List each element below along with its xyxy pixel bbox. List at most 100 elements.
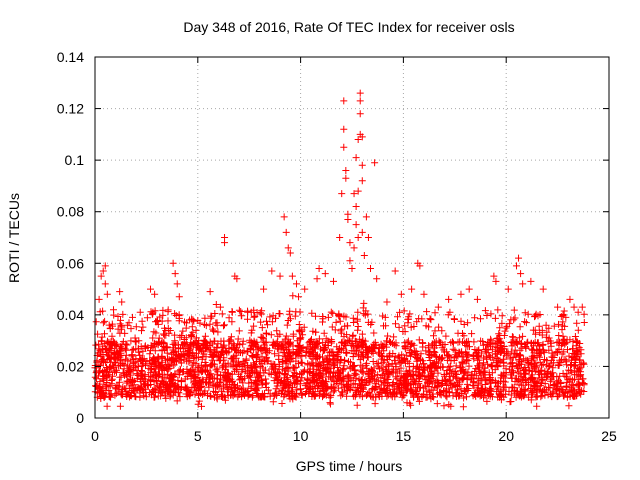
y-tick-label: 0 — [76, 410, 84, 426]
roti-data-point — [340, 125, 348, 133]
roti-data-point — [371, 159, 379, 167]
roti-data-point — [268, 267, 276, 275]
roti-data-point — [97, 272, 105, 280]
roti-data-point — [101, 262, 109, 270]
roti-data-point — [350, 190, 358, 198]
roti-data-point — [118, 298, 126, 306]
y-tick-label: 0.08 — [57, 204, 84, 220]
roti-data-point — [445, 295, 453, 303]
roti-data-point — [348, 264, 356, 272]
roti-data-point — [151, 290, 159, 298]
roti-data-point — [336, 234, 344, 241]
x-tick-label: 0 — [91, 428, 99, 444]
roti-data-point — [206, 288, 214, 296]
roti-data-point — [221, 239, 229, 247]
roti-data-point — [358, 228, 366, 236]
chart-title: Day 348 of 2016, Rate Of TEC Index for r… — [183, 19, 514, 35]
x-axis-label: GPS time / hours — [296, 458, 403, 474]
roti-data-point — [247, 308, 255, 316]
roti-data-point — [147, 285, 155, 293]
y-tick-label: 0.04 — [57, 307, 84, 323]
roti-data-point — [340, 97, 348, 105]
roti-data-point — [276, 272, 284, 280]
roti-data-point — [260, 285, 268, 293]
roti-data-point — [101, 280, 109, 288]
roti-data-point — [350, 244, 358, 252]
roti-data-point — [186, 316, 194, 324]
roti-data-point — [212, 301, 220, 309]
roti-data-point — [354, 234, 362, 241]
roti-data-point — [95, 295, 103, 303]
plot-frame — [94, 56, 610, 419]
roti-data-point — [116, 288, 124, 296]
roti-data-point — [346, 239, 354, 247]
roti-data-point — [356, 89, 364, 97]
roti-band-points — [91, 292, 588, 411]
y-tick-label: 0.14 — [57, 49, 84, 65]
roti-data-point — [342, 166, 350, 174]
roti-data-point — [292, 280, 300, 288]
roti-data-point — [321, 270, 329, 278]
roti-data-point — [352, 203, 360, 211]
roti-data-point — [110, 306, 118, 314]
roti-data-point — [354, 136, 362, 144]
y-tick-label: 0.02 — [57, 358, 84, 374]
roti-data-point — [282, 228, 290, 236]
roti-data-point — [315, 264, 323, 272]
x-tick-label: 10 — [293, 428, 309, 444]
roti-data-point — [216, 303, 224, 311]
roti-data-point — [295, 293, 303, 301]
roti-data-point — [340, 143, 348, 151]
roti-data-point — [457, 290, 465, 298]
roti-data-point — [570, 303, 578, 311]
roti-data-point — [512, 262, 520, 270]
roti-data-point — [356, 97, 364, 105]
roti-data-point — [344, 215, 352, 223]
roti-data-point — [465, 285, 473, 293]
roti-data-point — [352, 154, 360, 162]
roti-data-point — [352, 221, 360, 229]
roti-data-point — [284, 244, 292, 252]
roti-data-point — [313, 275, 321, 283]
roti-data-point — [408, 285, 416, 293]
roti-data-point — [383, 298, 391, 306]
roti-data-point — [356, 110, 364, 118]
roti-data-point — [367, 264, 375, 272]
roti-data-point — [539, 285, 547, 293]
roti-data-point — [358, 161, 366, 169]
y-axis-label: ROTI / TECUs — [6, 193, 22, 283]
roti-data-point — [338, 190, 346, 198]
grid-lines — [95, 57, 609, 418]
roti-data-point — [99, 267, 107, 275]
roti-data-point — [136, 308, 144, 316]
x-tick-label: 5 — [194, 428, 202, 444]
roti-data-point — [420, 290, 428, 298]
data-points — [91, 89, 588, 411]
roti-data-point — [288, 272, 296, 280]
roti-data-point — [517, 270, 525, 278]
roti-data-point — [362, 213, 370, 221]
roti-data-point — [358, 133, 366, 141]
roti-data-point — [490, 272, 498, 280]
roti-data-point — [519, 280, 527, 288]
roti-data-point — [329, 277, 337, 285]
roti-data-point — [342, 174, 350, 182]
roti-data-point — [566, 295, 574, 303]
roti-data-point — [103, 290, 111, 298]
roti-data-point — [434, 303, 442, 311]
roti-data-point — [397, 290, 405, 298]
roti-data-point — [360, 252, 368, 260]
roti-data-point — [169, 259, 177, 267]
x-tick-label: 25 — [601, 428, 617, 444]
roti-data-point — [175, 293, 183, 301]
roti-data-point — [562, 313, 570, 321]
x-tick-label: 20 — [498, 428, 514, 444]
roti-data-point — [354, 187, 362, 195]
roti-data-point — [391, 267, 399, 275]
roti-data-point — [301, 285, 309, 293]
roti-data-point — [286, 249, 294, 257]
roti-data-point — [504, 285, 512, 293]
y-tick-label: 0.06 — [57, 255, 84, 271]
